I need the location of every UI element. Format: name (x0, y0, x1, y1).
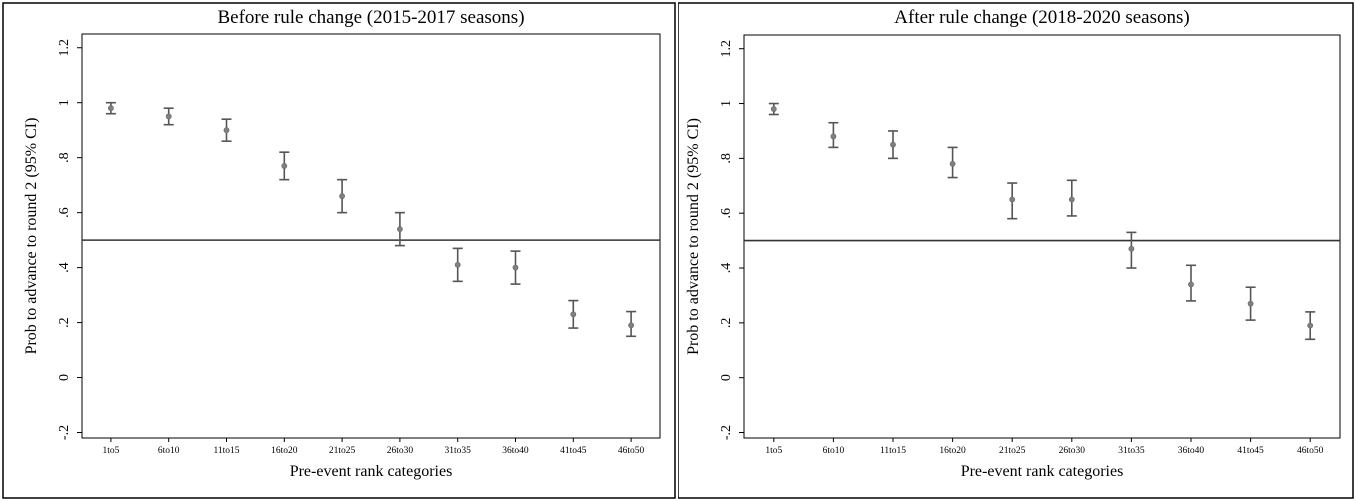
data-point (454, 261, 461, 268)
data-point (830, 133, 837, 140)
data-point (396, 226, 403, 233)
chart-panel-after: After rule change (2018-2020 seasons) -.2… (678, 0, 1356, 501)
data-point (770, 106, 777, 112)
data-point (628, 322, 634, 329)
x-tick-label: 31to35 (445, 446, 472, 456)
x-tick-label: 41to45 (560, 446, 587, 456)
data-point (570, 311, 577, 318)
y-tick-label: 1.2 (719, 40, 734, 58)
data-point (281, 163, 288, 169)
x-tick-label: 36to40 (502, 446, 529, 456)
x-tick-label: 11to15 (880, 446, 906, 456)
chart-title: Before rule change (2015-2017 seasons) (217, 7, 524, 28)
data-point (223, 127, 230, 134)
x-tick-label: 1to5 (765, 446, 782, 456)
data-point (1128, 245, 1135, 252)
x-tick-label: 31to35 (1118, 446, 1145, 456)
y-tick-label: 1 (57, 99, 72, 106)
y-tick-label: .2 (57, 317, 72, 328)
y-tick-label: .8 (719, 153, 734, 164)
x-tick-label: 6to10 (823, 446, 845, 456)
plot-area (743, 34, 1341, 439)
y-tick-label: -.2 (57, 425, 72, 440)
y-tick-label: -.2 (719, 425, 734, 440)
data-point (1307, 322, 1314, 329)
plot-area (81, 33, 661, 439)
chart-before: Before rule change (2015-2017 seasons) -.… (2, 2, 676, 499)
x-tick-label: 41to45 (1237, 446, 1264, 456)
x-axis-label: Pre-event rank categories (290, 463, 453, 480)
y-tick-label: .4 (57, 262, 72, 273)
y-axis-label: Prob to advance to round 2 (95% CI) (23, 118, 40, 355)
chart-panel-before: Before rule change (2015-2017 seasons) -.… (2, 2, 676, 499)
data-point (1068, 196, 1075, 203)
y-tick-label: 0 (719, 374, 734, 381)
x-tick-label: 36to40 (1178, 446, 1205, 456)
data-point (165, 113, 172, 120)
x-axis-label: Pre-event rank categories (961, 463, 1124, 480)
x-tick-label: 16to20 (271, 446, 298, 456)
x-tick-label: 21to25 (329, 446, 356, 456)
x-tick-label: 11to15 (213, 446, 239, 456)
panel-border (2, 2, 676, 499)
x-tick-label: 16to20 (939, 446, 966, 456)
y-tick-label: .4 (719, 263, 734, 274)
y-tick-label: 1.2 (57, 39, 72, 57)
data-point (1009, 196, 1016, 203)
data-point (890, 141, 896, 148)
x-tick-label: 1to5 (102, 446, 119, 456)
data-point (339, 193, 345, 200)
x-tick-label: 46to50 (1297, 446, 1324, 456)
x-tick-label: 26to30 (387, 446, 414, 456)
data-point (1188, 281, 1194, 288)
data-point (949, 160, 956, 167)
x-tick-label: 46to50 (618, 446, 645, 456)
y-axis-label: Prob to advance to round 2 (95% CI) (685, 118, 702, 355)
data-point (108, 105, 114, 112)
chart-after: After rule change (2018-2020 seasons) -.2… (678, 2, 1354, 499)
data-point (1247, 300, 1254, 307)
y-tick-label: .6 (57, 207, 72, 218)
x-tick-label: 21to25 (999, 446, 1026, 456)
data-point (512, 264, 519, 271)
y-tick-label: .6 (719, 208, 734, 219)
panel-border (678, 2, 1354, 499)
chart-title: After rule change (2018-2020 seasons) (894, 7, 1189, 28)
y-tick-label: .2 (719, 318, 734, 329)
x-tick-label: 6to10 (158, 446, 180, 456)
y-tick-label: 0 (57, 374, 72, 381)
y-tick-label: .8 (57, 152, 72, 163)
y-tick-label: 1 (719, 100, 734, 107)
x-tick-label: 26to30 (1059, 446, 1086, 456)
